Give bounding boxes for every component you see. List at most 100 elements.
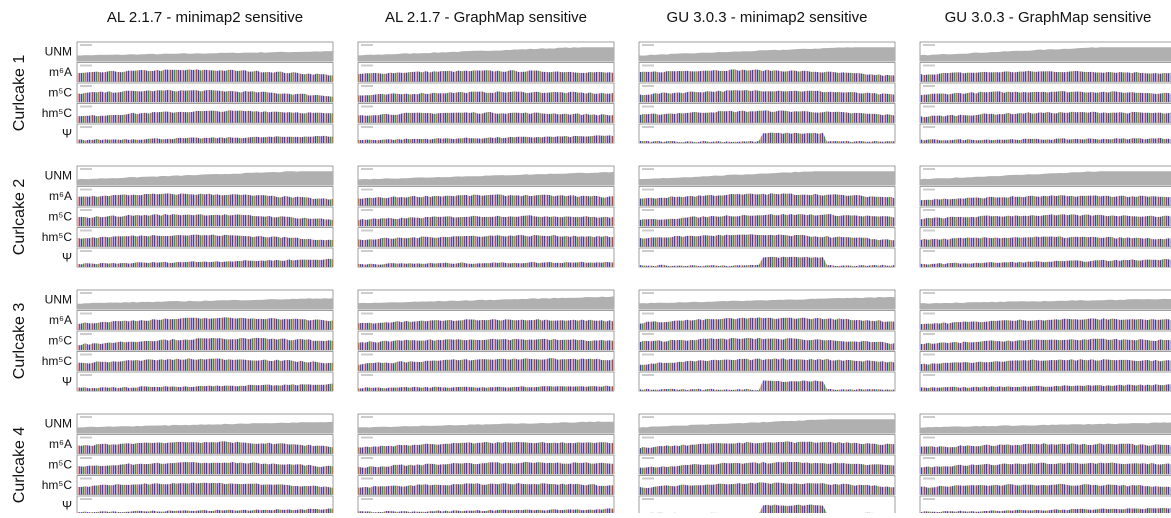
track-box (638, 495, 896, 513)
coverage (77, 298, 333, 309)
coverage (920, 171, 1171, 185)
scale-hint (923, 477, 935, 480)
scale-hint (361, 209, 373, 211)
track-label: m⁶A (49, 437, 72, 451)
track-label: m⁶A (49, 65, 72, 79)
coverage (639, 214, 895, 226)
scale-hint (642, 312, 654, 315)
scale-hint (923, 333, 935, 335)
column-title: GU 3.0.3 - GraphMap sensitive (945, 9, 1152, 26)
scale-hint (361, 168, 373, 170)
scale-hint (80, 416, 92, 418)
coverage (639, 419, 895, 433)
track-label: Ψ (62, 251, 72, 265)
coverage (639, 461, 895, 474)
scale-hint (361, 188, 373, 191)
scale-hint (642, 168, 654, 170)
scale-hint (80, 44, 92, 46)
coverage (920, 507, 1171, 513)
coverage (77, 337, 333, 350)
scale-hint (361, 44, 373, 46)
track-label: hm⁵C (42, 106, 73, 120)
coverage (920, 443, 1171, 454)
scale-hint (923, 416, 935, 418)
coverage (77, 135, 333, 143)
coverage (77, 462, 333, 474)
coverage (358, 194, 614, 206)
coverage (358, 483, 614, 495)
coverage (920, 483, 1171, 495)
scale-hint (361, 457, 373, 459)
scale-hint (361, 105, 373, 108)
scale-hint (80, 85, 92, 87)
scale-hint (923, 44, 935, 46)
scale-hint (80, 436, 92, 439)
scale-hint (80, 105, 92, 108)
track-label: UNM (45, 417, 72, 431)
column-title: AL 2.1.7 - GraphMap sensitive (385, 9, 587, 26)
scale-hint (923, 457, 935, 459)
coverage (920, 91, 1171, 102)
row-label: Curlcake 3 (11, 303, 28, 380)
scale-hint (361, 374, 373, 376)
track-label: UNM (45, 45, 72, 59)
row-label: Curlcake 1 (11, 55, 28, 132)
scale-hint (80, 64, 92, 67)
scale-hint (80, 457, 92, 459)
scale-hint (80, 126, 92, 128)
scale-hint (80, 209, 92, 211)
coverage (358, 338, 614, 350)
track-label: Ψ (62, 375, 72, 389)
scale-hint (361, 250, 373, 252)
coverage (639, 296, 895, 309)
scale-hint (80, 312, 92, 315)
scale-hint (642, 250, 654, 252)
track-label: Ψ (62, 127, 72, 141)
coverage (650, 504, 875, 513)
coverage (358, 215, 614, 226)
coverage (639, 482, 895, 495)
track-label: UNM (45, 169, 72, 183)
column-title: GU 3.0.3 - minimap2 sensitive (667, 9, 868, 26)
scale-hint (80, 292, 92, 294)
track-label: hm⁵C (42, 478, 73, 492)
coverage (77, 69, 333, 82)
coverage (358, 319, 614, 330)
scale-hint (361, 477, 373, 480)
track-label: m⁵C (48, 86, 72, 100)
column-title: AL 2.1.7 - minimap2 sensitive (107, 9, 303, 26)
scale-hint (642, 436, 654, 439)
coverage (358, 508, 614, 513)
coverage (639, 317, 895, 330)
coverage (920, 236, 1171, 247)
track-label: m⁵C (48, 458, 72, 472)
scale-hint (361, 292, 373, 294)
scale-hint (642, 209, 654, 211)
scale-hint (361, 85, 373, 87)
coverage (358, 441, 614, 454)
scale-hint (361, 333, 373, 335)
scale-hint (80, 229, 92, 232)
track-label: m⁵C (48, 334, 72, 348)
coverage (358, 111, 614, 123)
coverage (639, 234, 895, 247)
coverage (77, 89, 333, 102)
coverage (920, 70, 1171, 82)
coverage (639, 132, 895, 143)
coverage (358, 421, 614, 433)
scale-hint (923, 498, 935, 500)
coverage (639, 110, 895, 123)
scale-hint (923, 188, 935, 191)
track-box (919, 495, 1171, 513)
coverage (77, 214, 333, 226)
track-box (76, 495, 334, 513)
scale-hint (361, 436, 373, 439)
coverage (920, 384, 1171, 391)
coverage (77, 234, 333, 247)
track-box (357, 495, 615, 513)
scale-hint (80, 374, 92, 376)
coverage (920, 111, 1171, 123)
coverage (77, 51, 333, 61)
scale-hint (80, 250, 92, 252)
